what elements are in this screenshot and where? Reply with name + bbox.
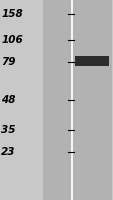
Bar [43,0,70,200]
Text: 48: 48 [1,95,15,105]
Text: 35: 35 [1,125,15,135]
Text: 106: 106 [1,35,23,45]
Bar [75,56,108,66]
Text: 158: 158 [1,9,23,19]
Bar [72,0,111,200]
Text: 23: 23 [1,147,15,157]
Text: 79: 79 [1,57,15,67]
